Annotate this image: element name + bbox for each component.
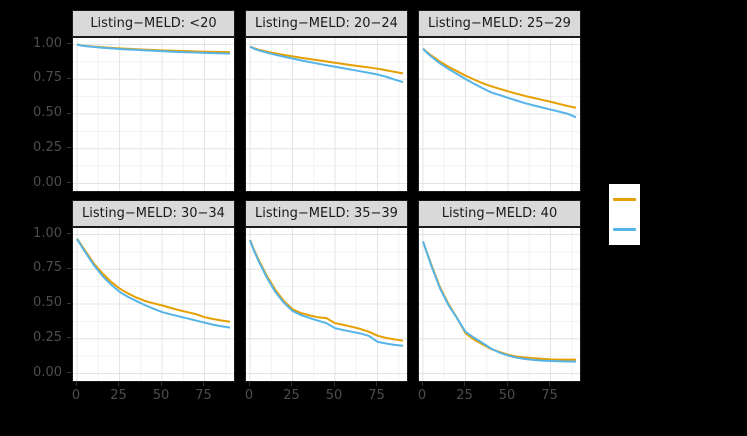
x-axis-tick: [549, 382, 550, 386]
survival-curves-plot: [246, 228, 407, 381]
x-axis-tick-label: 75: [541, 388, 558, 403]
x-axis-tick-label: 0: [244, 388, 254, 403]
facet-strip: Listing−MELD: 25−29: [418, 10, 581, 37]
y-axis-tick: [67, 112, 71, 114]
blue-survival-curve: [422, 241, 577, 363]
orange-survival-curve: [249, 45, 404, 75]
orange-survival-curve: [422, 47, 577, 109]
x-axis-tick-label: 50: [498, 388, 516, 403]
x-axis-tick-label: 50: [325, 388, 343, 403]
survival-curves-plot: [419, 228, 580, 381]
orange-survival-curve: [76, 238, 231, 323]
y-axis-tick: [67, 182, 71, 183]
x-axis-tick-label: 75: [195, 388, 212, 403]
facet-strip-label: Listing−MELD: 35−39: [255, 206, 398, 221]
legend-key-orange: [609, 184, 640, 215]
orange-series-key-line: [613, 197, 636, 201]
facet-panel: [418, 37, 581, 192]
facet-panel: [245, 227, 408, 382]
x-axis-tick: [248, 382, 250, 386]
y-axis-tick-label: 0.75: [33, 70, 62, 86]
facet-strip-label: Listing−MELD: <20: [90, 16, 217, 31]
y-axis-tick: [67, 43, 71, 44]
legend: [609, 184, 640, 245]
y-axis-tick: [67, 302, 71, 304]
y-axis-tick-label: 0.25: [33, 329, 62, 345]
blue-survival-curve: [422, 47, 577, 119]
blue-series-key-line: [613, 228, 636, 232]
facet-strip-label: Listing−MELD: 30−34: [82, 206, 225, 221]
blue-survival-curve: [76, 43, 231, 55]
facet-panel: [418, 227, 581, 382]
facet-panel: [72, 37, 235, 192]
y-axis-tick: [67, 372, 71, 373]
y-axis-tick-label: 0.00: [33, 174, 62, 190]
x-axis-tick-label: 0: [417, 388, 427, 403]
y-axis-tick-label: 1.00: [33, 35, 62, 51]
y-axis-tick: [67, 77, 71, 79]
facet-strip: Listing−MELD: 20−24: [245, 10, 408, 37]
x-axis-tick: [75, 382, 77, 386]
y-axis-tick: [67, 337, 71, 339]
x-axis-tick-label: 25: [283, 388, 300, 403]
facet-panel: [245, 37, 408, 192]
y-axis-tick: [67, 267, 71, 269]
x-axis-tick: [506, 382, 508, 386]
facet-strip-label: Listing−MELD: 20−24: [255, 16, 398, 31]
blue-survival-curve: [76, 238, 231, 329]
x-axis-tick-label: 25: [456, 388, 473, 403]
x-axis-tick: [118, 382, 119, 386]
blue-survival-curve: [249, 45, 404, 83]
survival-curves-plot: [419, 38, 580, 191]
orange-survival-curve: [249, 239, 404, 342]
x-axis-tick: [376, 382, 377, 386]
x-axis-tick: [333, 382, 335, 386]
x-axis-tick: [203, 382, 204, 386]
x-axis-tick: [160, 382, 162, 386]
y-axis-tick-label: 1.00: [33, 225, 62, 241]
x-axis-tick: [464, 382, 465, 386]
legend-key-blue: [609, 214, 640, 245]
blue-survival-curve: [249, 239, 404, 347]
x-axis-tick-label: 25: [110, 388, 127, 403]
survival-curves-plot: [73, 38, 234, 191]
y-axis-tick: [67, 233, 71, 234]
facet-strip: Listing−MELD: 40: [418, 200, 581, 227]
y-axis-tick-label: 0.50: [33, 105, 62, 120]
x-axis-tick: [291, 382, 292, 386]
facet-panel: [72, 227, 235, 382]
x-axis-tick: [421, 382, 423, 386]
y-axis-tick-label: 0.50: [33, 295, 62, 310]
y-axis-tick: [67, 147, 71, 149]
facet-strip: Listing−MELD: <20: [72, 10, 235, 37]
facet-strip-label: Listing−MELD: 25−29: [428, 16, 571, 31]
x-axis-tick-label: 75: [368, 388, 385, 403]
facet-strip-label: Listing−MELD: 40: [441, 206, 558, 221]
facet-strip: Listing−MELD: 35−39: [245, 200, 408, 227]
facet-strip: Listing−MELD: 30−34: [72, 200, 235, 227]
survival-curves-plot: [246, 38, 407, 191]
x-axis-tick-label: 0: [71, 388, 81, 403]
y-axis-tick-label: 0.25: [33, 139, 62, 155]
survival-curves-plot: [73, 228, 234, 381]
y-axis-tick-label: 0.00: [33, 364, 62, 380]
x-axis-tick-label: 50: [152, 388, 170, 403]
y-axis-tick-label: 0.75: [33, 260, 62, 276]
